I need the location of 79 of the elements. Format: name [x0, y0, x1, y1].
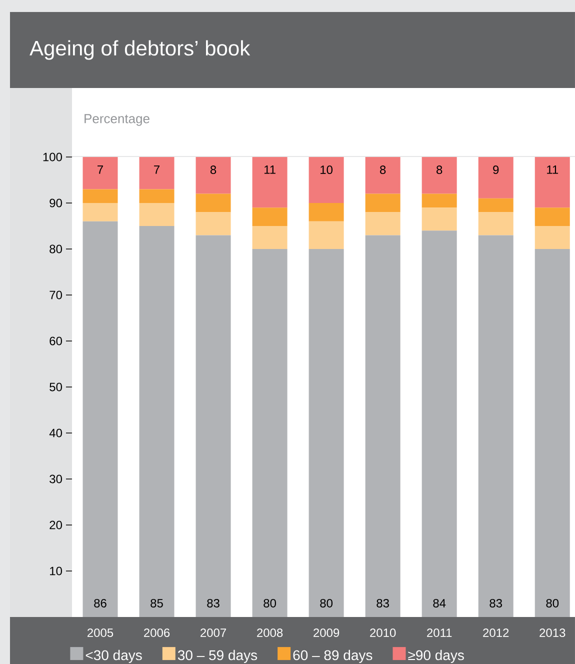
bar: [139, 189, 174, 203]
data-label: 83: [490, 598, 502, 608]
bar: [252, 249, 288, 617]
bar: [365, 157, 400, 194]
bar: [534, 226, 570, 249]
data-label: 8: [210, 166, 216, 174]
data-label: 10: [320, 166, 333, 174]
bar: [196, 235, 231, 617]
legend-label: <30 days: [86, 650, 142, 663]
bar: [139, 226, 174, 617]
data-label: 83: [376, 598, 389, 608]
legend-label: 30 – 59 days: [178, 650, 258, 663]
bar: [196, 212, 231, 236]
data-label: 7: [154, 166, 160, 174]
bar: [478, 235, 514, 617]
legend-label: 60 – 89 days: [293, 650, 372, 663]
data-label: 86: [94, 598, 106, 608]
data-label: 8: [436, 166, 442, 174]
data-label: 7: [98, 166, 103, 174]
y-tick-label: 90: [50, 198, 62, 208]
y-tick-label: 100: [43, 152, 62, 162]
data-label: 80: [546, 598, 559, 608]
bar: [422, 230, 457, 617]
x-tick-label: 2007: [200, 628, 226, 638]
bar: [365, 235, 400, 617]
x-tick-label: 2011: [427, 628, 452, 638]
x-tick-label: 2009: [314, 628, 340, 638]
bar: [478, 157, 514, 198]
bar: [534, 157, 570, 208]
y-tick-label: 70: [50, 290, 62, 300]
data-label: 85: [150, 598, 163, 608]
bar: [365, 212, 400, 236]
y-tick-label: 60: [50, 336, 62, 346]
y-tick-label: 20: [50, 520, 62, 530]
bar: [365, 194, 400, 212]
bar: [478, 198, 514, 212]
y-tick-label: 10: [50, 566, 62, 576]
data-label: 80: [264, 598, 276, 608]
bar: [82, 221, 118, 617]
bar: [308, 221, 344, 249]
data-label: 8: [380, 166, 386, 174]
bar: [252, 157, 288, 208]
x-tick-label: 2005: [88, 628, 114, 638]
data-label: 84: [433, 598, 446, 608]
bar: [139, 157, 174, 190]
x-tick-label: 2006: [144, 628, 170, 638]
data-label: 9: [493, 166, 499, 174]
bar: [422, 208, 457, 231]
y-tick-label: 50: [50, 382, 62, 392]
bar: [82, 157, 118, 190]
bar: [308, 203, 344, 222]
x-tick-label: 2008: [257, 628, 283, 638]
legend-label: ≥90 days: [408, 650, 464, 663]
bar: [252, 226, 288, 249]
bar: [308, 157, 344, 203]
bar: [308, 249, 344, 617]
bar: [478, 212, 514, 236]
x-tick-label: 2012: [483, 628, 509, 638]
y-tick-label: 30: [50, 474, 62, 484]
y-tick-label: 40: [49, 428, 62, 438]
bar: [252, 208, 288, 226]
bar: [422, 194, 457, 208]
data-label: 11: [264, 166, 276, 174]
data-label: 11: [547, 166, 558, 174]
data-label: 83: [207, 598, 220, 608]
bar: [196, 194, 231, 212]
chart-title: Ageing of debtors’ book: [30, 40, 250, 60]
y-axis-title: Percentage: [84, 114, 150, 126]
bar: [82, 203, 118, 222]
x-tick-label: 2010: [370, 628, 396, 638]
bar: [534, 208, 570, 226]
bar: [422, 157, 457, 194]
y-tick-label: 80: [50, 244, 62, 254]
x-tick-label: 2013: [540, 628, 566, 638]
data-label: 80: [320, 598, 333, 608]
bar: [82, 189, 118, 203]
bar: [534, 249, 570, 617]
bar: [139, 203, 174, 226]
bar: [196, 157, 231, 194]
